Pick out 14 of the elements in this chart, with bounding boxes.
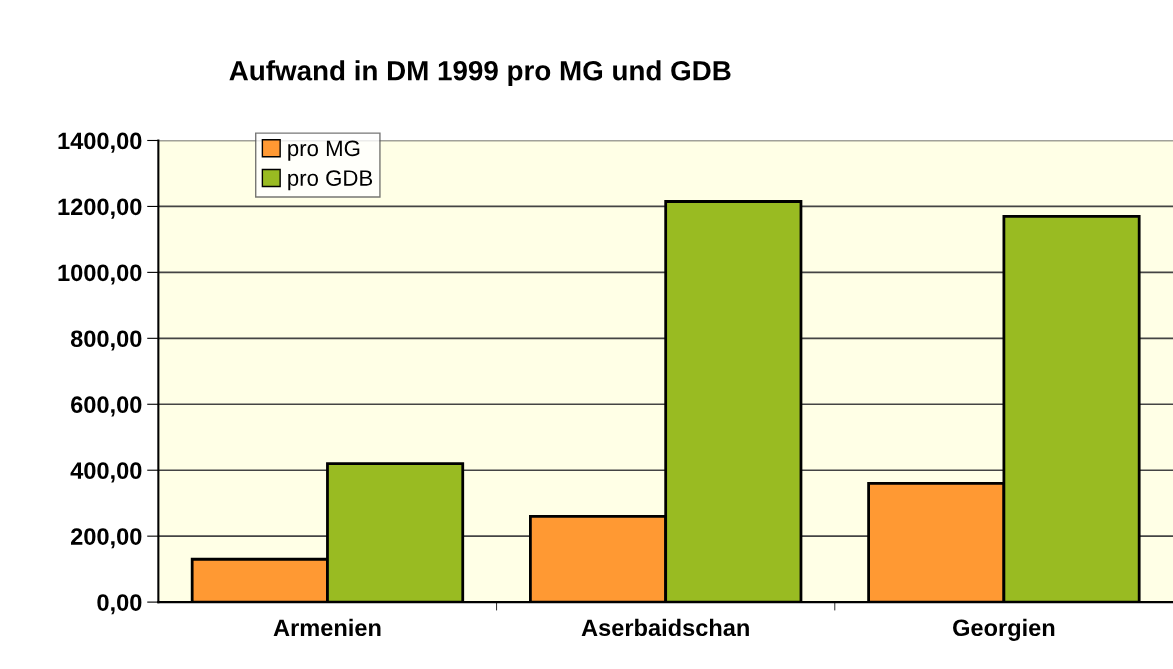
y-tick-label: 1200,00	[58, 198, 142, 219]
chart-title: Aufwand in DM 1999 pro MG und GDB	[229, 60, 731, 87]
x-tick-label: Armenien	[273, 618, 381, 637]
y-tick-label: 0,00	[97, 594, 142, 615]
y-tick-label: 800,00	[70, 330, 142, 351]
y-tick-label: 1400,00	[58, 132, 142, 153]
y-tick-label: 1000,00	[58, 264, 142, 285]
y-tick-label: 600,00	[71, 396, 142, 417]
y-tick-label: 200,00	[70, 528, 142, 549]
x-tick-label: Aserbaidschan	[581, 618, 749, 637]
x-tick-label: Georgien	[953, 618, 1055, 641]
y-tick-label: 400,00	[70, 462, 142, 483]
legend-label: pro GDB	[288, 170, 373, 191]
legend-label: pro MG	[288, 140, 360, 161]
